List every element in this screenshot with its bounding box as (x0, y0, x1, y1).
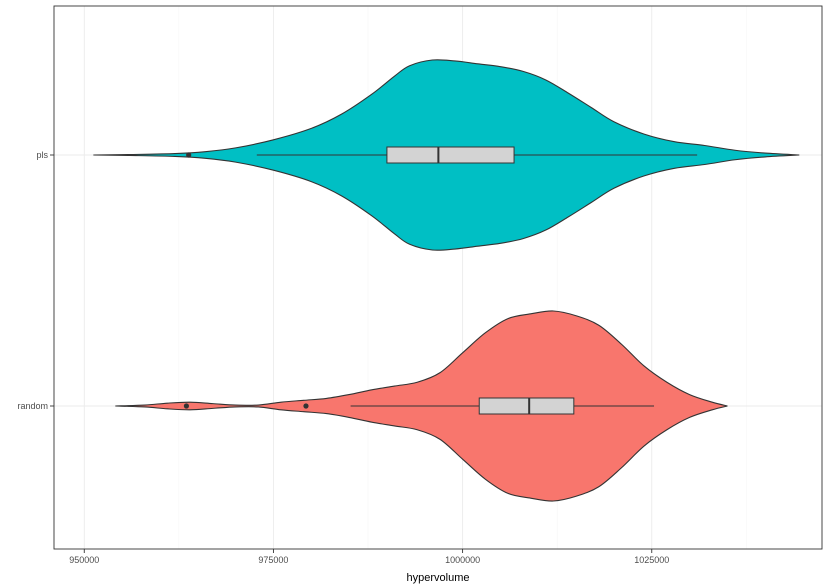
x-axis-title: hypervolume (407, 572, 470, 584)
y-tick-label-pls: pls (36, 150, 48, 160)
outlier-point-random (183, 403, 190, 409)
x-tick-label: 1025000 (634, 555, 669, 565)
outlier-point-random (303, 403, 309, 409)
outlier-point-pls (186, 152, 192, 158)
violins (93, 59, 800, 502)
x-tick-label: 1000000 (445, 555, 480, 565)
x-tick-label: 950000 (69, 555, 99, 565)
y-axis: pls random (17, 150, 54, 411)
x-axis: 950000 975000 1000000 1025000 (69, 549, 669, 565)
violin-group-pls (93, 59, 800, 251)
boxplot-box-random (478, 397, 575, 415)
violin-group-random (115, 310, 728, 502)
plot-panel-border (53, 5, 823, 550)
x-tick-label: 975000 (258, 555, 288, 565)
y-tick-label-random: random (17, 401, 48, 411)
boxplot-box-pls (386, 146, 515, 164)
